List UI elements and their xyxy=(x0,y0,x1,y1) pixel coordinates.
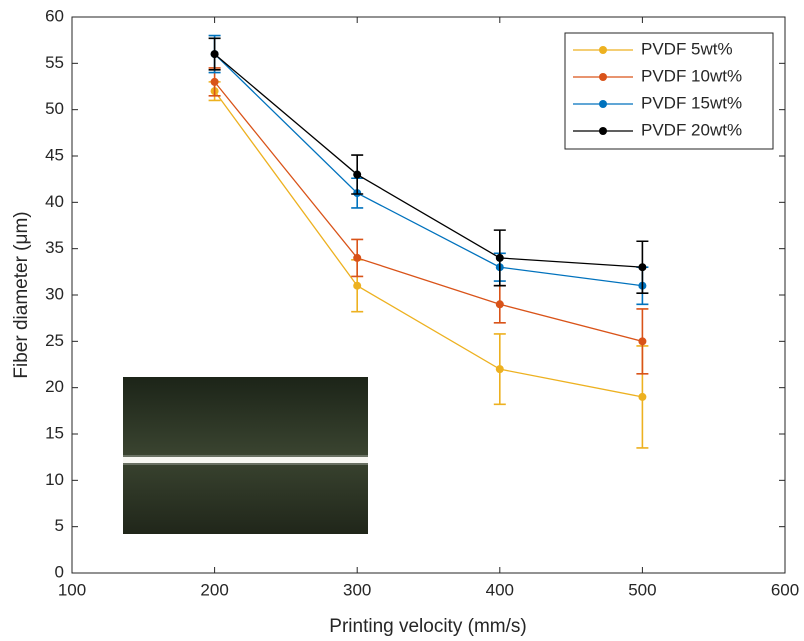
y-tick-label: 45 xyxy=(45,145,64,164)
x-tick-label: 500 xyxy=(628,580,656,599)
data-point xyxy=(210,50,219,59)
y-tick-label: 55 xyxy=(45,53,64,72)
legend-label: PVDF 10wt% xyxy=(641,66,742,85)
series-line xyxy=(214,53,643,268)
y-tick-label: 35 xyxy=(45,238,64,257)
legend: PVDF 5wt% PVDF 10wt% PVDF 15wt% PVDF 20wt% xyxy=(564,32,774,150)
data-point xyxy=(353,253,362,262)
fiber-line xyxy=(123,457,368,463)
x-tick-label: 400 xyxy=(486,580,514,599)
x-axis-label: Printing velocity (mm/s) xyxy=(329,616,526,637)
legend-marker xyxy=(599,127,607,135)
legend-marker xyxy=(599,100,607,108)
series-line xyxy=(214,81,643,342)
y-tick-label: 10 xyxy=(45,470,64,489)
data-point xyxy=(638,263,647,272)
y-tick-label: 0 xyxy=(55,562,64,581)
legend-marker xyxy=(599,46,607,54)
y-tick-label: 50 xyxy=(45,99,64,118)
fiber-glow xyxy=(123,455,368,465)
x-tick-label: 600 xyxy=(771,580,799,599)
photo-background xyxy=(123,377,368,534)
y-tick-label: 15 xyxy=(45,423,64,442)
legend-marker xyxy=(599,73,607,81)
data-point xyxy=(638,337,647,346)
x-tick-label: 200 xyxy=(200,580,228,599)
y-tick-label: 60 xyxy=(45,6,64,25)
series-line xyxy=(214,53,643,287)
data-point xyxy=(495,365,504,374)
data-point xyxy=(495,253,504,262)
y-tick-label: 5 xyxy=(55,516,64,535)
data-point xyxy=(353,170,362,179)
data-point xyxy=(210,77,219,86)
series-line xyxy=(214,90,643,398)
data-point xyxy=(495,300,504,309)
inset-photo xyxy=(123,377,368,534)
data-point xyxy=(638,392,647,401)
y-tick-label: 25 xyxy=(45,331,64,350)
y-axis-label: Fiber diameter (μm) xyxy=(11,211,32,378)
x-tick-label: 100 xyxy=(58,580,86,599)
legend-label: PVDF 15wt% xyxy=(641,93,742,112)
x-tick-label: 300 xyxy=(343,580,371,599)
y-tick-label: 20 xyxy=(45,377,64,396)
data-point xyxy=(353,281,362,290)
legend-label: PVDF 5wt% xyxy=(641,39,733,58)
y-tick-label: 30 xyxy=(45,284,64,303)
y-tick-label: 40 xyxy=(45,192,64,211)
legend-label: PVDF 20wt% xyxy=(641,120,742,139)
